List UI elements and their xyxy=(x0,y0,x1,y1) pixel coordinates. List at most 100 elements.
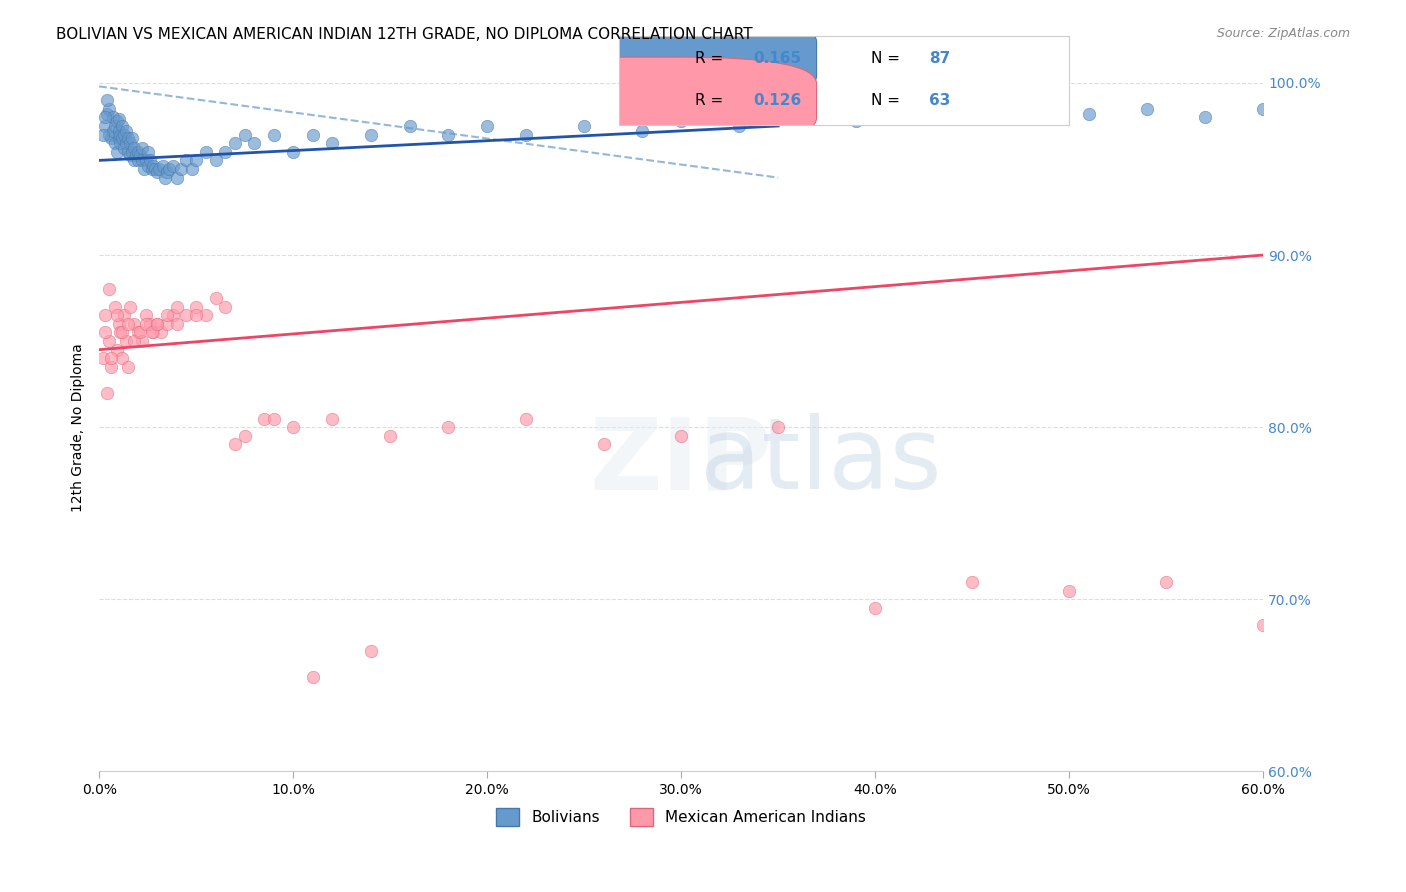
Point xyxy=(1077,107,1099,121)
Point xyxy=(101,111,124,125)
Point xyxy=(115,124,138,138)
Point xyxy=(669,429,692,443)
Point xyxy=(378,429,401,443)
Point xyxy=(104,119,127,133)
Point xyxy=(194,145,217,159)
FancyBboxPatch shape xyxy=(492,57,817,145)
Point xyxy=(233,429,256,443)
Point xyxy=(127,145,149,159)
Point xyxy=(122,153,145,168)
Point xyxy=(845,113,868,128)
Text: 87: 87 xyxy=(929,52,950,66)
Text: R =: R = xyxy=(695,52,728,66)
Point xyxy=(120,136,142,151)
Point xyxy=(181,161,204,176)
Point xyxy=(131,153,153,168)
Point xyxy=(166,170,188,185)
Point xyxy=(156,165,179,179)
Point xyxy=(94,326,117,340)
Text: BOLIVIAN VS MEXICAN AMERICAN INDIAN 12TH GRADE, NO DIPLOMA CORRELATION CHART: BOLIVIAN VS MEXICAN AMERICAN INDIAN 12TH… xyxy=(56,27,752,42)
Point xyxy=(669,113,692,128)
Point xyxy=(148,161,170,176)
Point xyxy=(111,119,134,133)
Text: ZIP: ZIP xyxy=(589,413,773,510)
Point xyxy=(112,141,135,155)
Point xyxy=(903,107,925,121)
Point xyxy=(1251,102,1274,116)
Point xyxy=(122,317,145,331)
Point xyxy=(204,291,226,305)
Point xyxy=(169,161,191,176)
Point xyxy=(146,165,169,179)
Point xyxy=(437,420,460,434)
Point xyxy=(120,148,142,162)
Point xyxy=(110,326,132,340)
Point xyxy=(122,141,145,155)
Point xyxy=(132,161,155,176)
Point xyxy=(117,359,139,374)
Point xyxy=(91,128,114,142)
Point xyxy=(960,111,983,125)
Point xyxy=(105,113,128,128)
Point xyxy=(94,119,117,133)
Point xyxy=(1136,102,1159,116)
Point xyxy=(128,148,150,162)
Point xyxy=(117,131,139,145)
Point xyxy=(146,317,169,331)
Point xyxy=(194,308,217,322)
Point xyxy=(631,124,654,138)
Point xyxy=(117,145,139,159)
Point xyxy=(360,128,382,142)
Point xyxy=(128,326,150,340)
Point xyxy=(398,119,420,133)
Point xyxy=(1154,575,1177,590)
Point xyxy=(786,111,808,125)
Point xyxy=(121,145,143,159)
Point xyxy=(153,170,176,185)
Point xyxy=(166,317,188,331)
Point xyxy=(475,119,498,133)
Point xyxy=(115,334,138,348)
Point xyxy=(100,359,122,374)
Text: 0.126: 0.126 xyxy=(754,94,801,108)
Point xyxy=(135,317,157,331)
Point xyxy=(121,131,143,145)
Point xyxy=(107,112,129,126)
Point xyxy=(127,326,149,340)
Point xyxy=(863,600,886,615)
Point xyxy=(224,437,246,451)
Point xyxy=(728,119,751,133)
Point xyxy=(515,411,537,425)
Point xyxy=(1251,618,1274,632)
Point xyxy=(243,136,266,151)
Point xyxy=(122,334,145,348)
Point xyxy=(111,351,134,366)
Point xyxy=(96,107,118,121)
Point xyxy=(97,283,120,297)
Point xyxy=(127,153,149,168)
Point xyxy=(91,351,114,366)
Point xyxy=(117,317,139,331)
Text: N =: N = xyxy=(870,94,904,108)
Point xyxy=(107,124,129,138)
Point xyxy=(152,159,174,173)
Point xyxy=(281,420,304,434)
Point xyxy=(301,670,323,684)
Point xyxy=(131,141,153,155)
Point xyxy=(184,153,207,168)
Point xyxy=(94,308,117,322)
Point xyxy=(360,644,382,658)
Legend: Bolivians, Mexican American Indians: Bolivians, Mexican American Indians xyxy=(489,802,873,832)
Point xyxy=(100,131,122,145)
Point xyxy=(184,308,207,322)
Text: atlas: atlas xyxy=(700,413,942,510)
Point xyxy=(1194,111,1216,125)
Point xyxy=(125,148,148,162)
Point xyxy=(766,420,789,434)
Point xyxy=(1057,583,1080,598)
Point xyxy=(572,119,595,133)
Point xyxy=(141,161,163,176)
Point xyxy=(107,131,129,145)
Y-axis label: 12th Grade, No Diploma: 12th Grade, No Diploma xyxy=(72,343,86,511)
Point xyxy=(105,343,128,357)
